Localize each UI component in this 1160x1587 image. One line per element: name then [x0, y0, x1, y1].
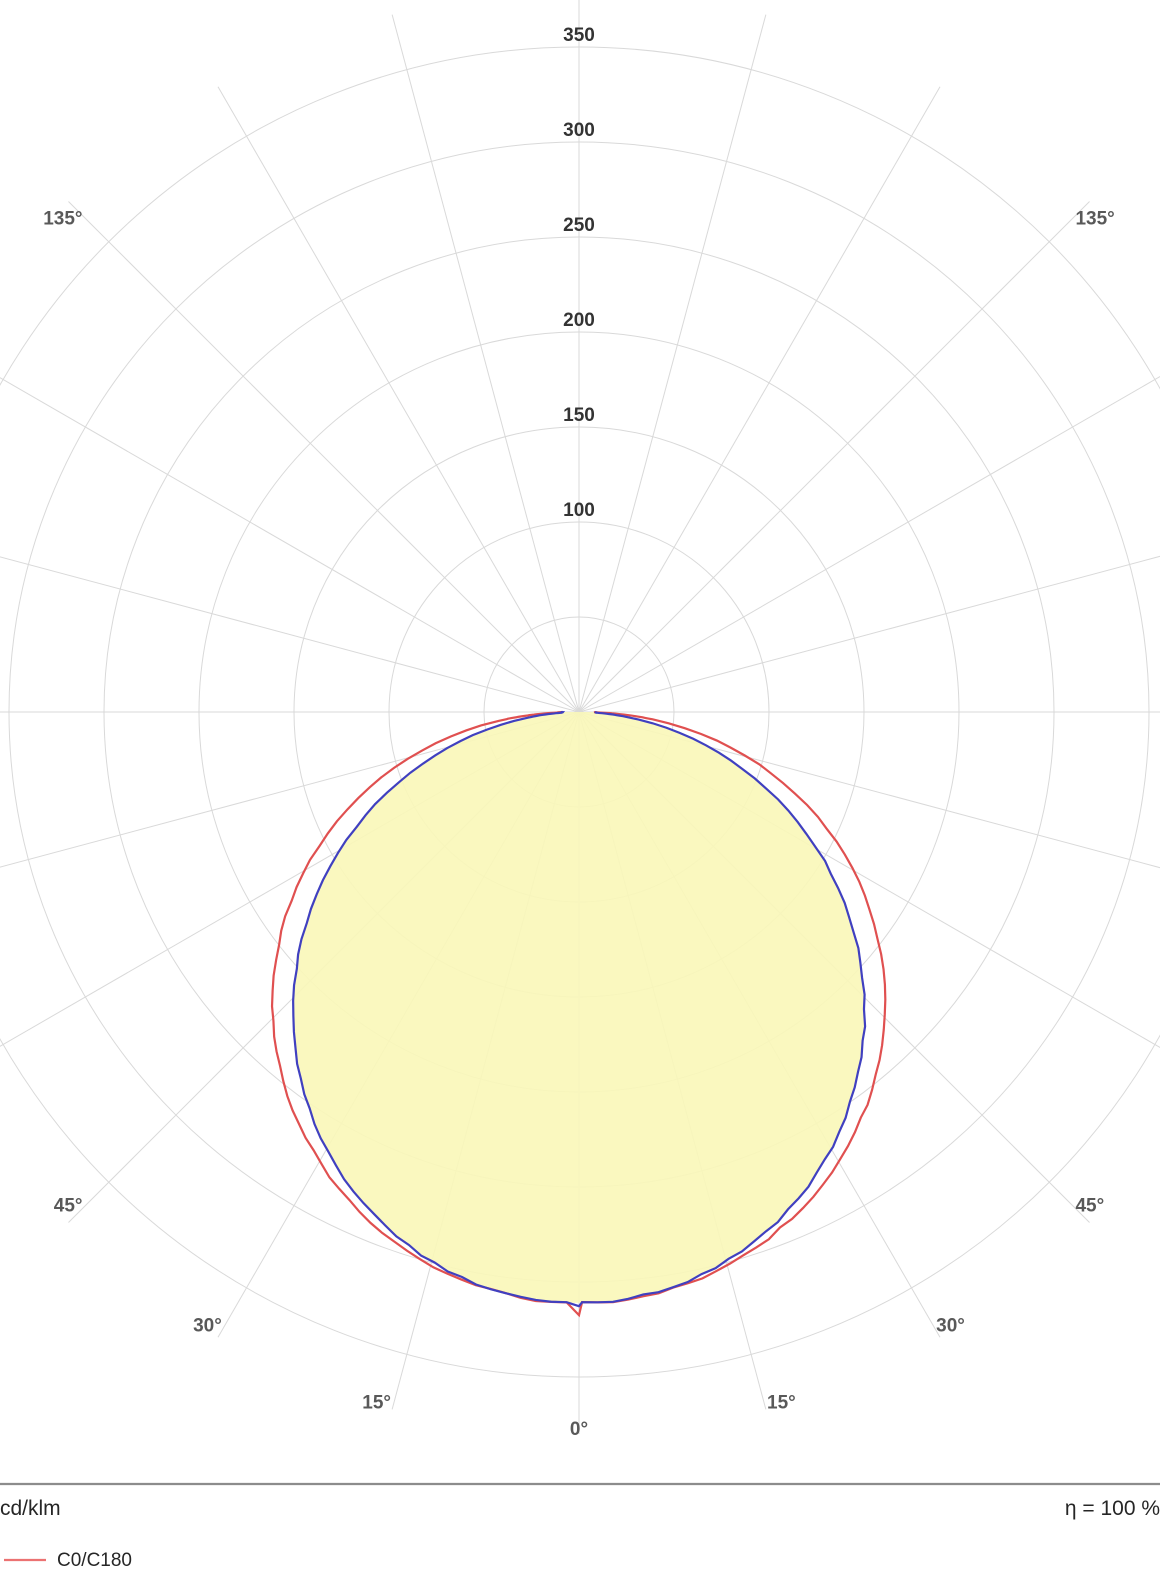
svg-text:200: 200	[563, 310, 595, 331]
svg-text:C0/C180: C0/C180	[57, 1550, 132, 1571]
svg-text:cd/klm: cd/klm	[0, 1497, 61, 1520]
svg-text:135°: 135°	[43, 209, 82, 230]
svg-text:100: 100	[563, 500, 595, 521]
svg-text:30°: 30°	[193, 1315, 222, 1336]
svg-text:15°: 15°	[362, 1392, 391, 1413]
svg-text:135°: 135°	[1075, 209, 1114, 230]
svg-text:45°: 45°	[1075, 1195, 1104, 1216]
svg-text:350: 350	[563, 25, 595, 46]
svg-text:45°: 45°	[54, 1195, 83, 1216]
svg-text:0°: 0°	[570, 1419, 588, 1440]
svg-text:250: 250	[563, 215, 595, 236]
svg-text:30°: 30°	[936, 1315, 965, 1336]
svg-text:15°: 15°	[767, 1392, 796, 1413]
svg-text:η = 100 %: η = 100 %	[1065, 1497, 1160, 1520]
svg-text:150: 150	[563, 405, 595, 426]
svg-text:300: 300	[563, 120, 595, 141]
